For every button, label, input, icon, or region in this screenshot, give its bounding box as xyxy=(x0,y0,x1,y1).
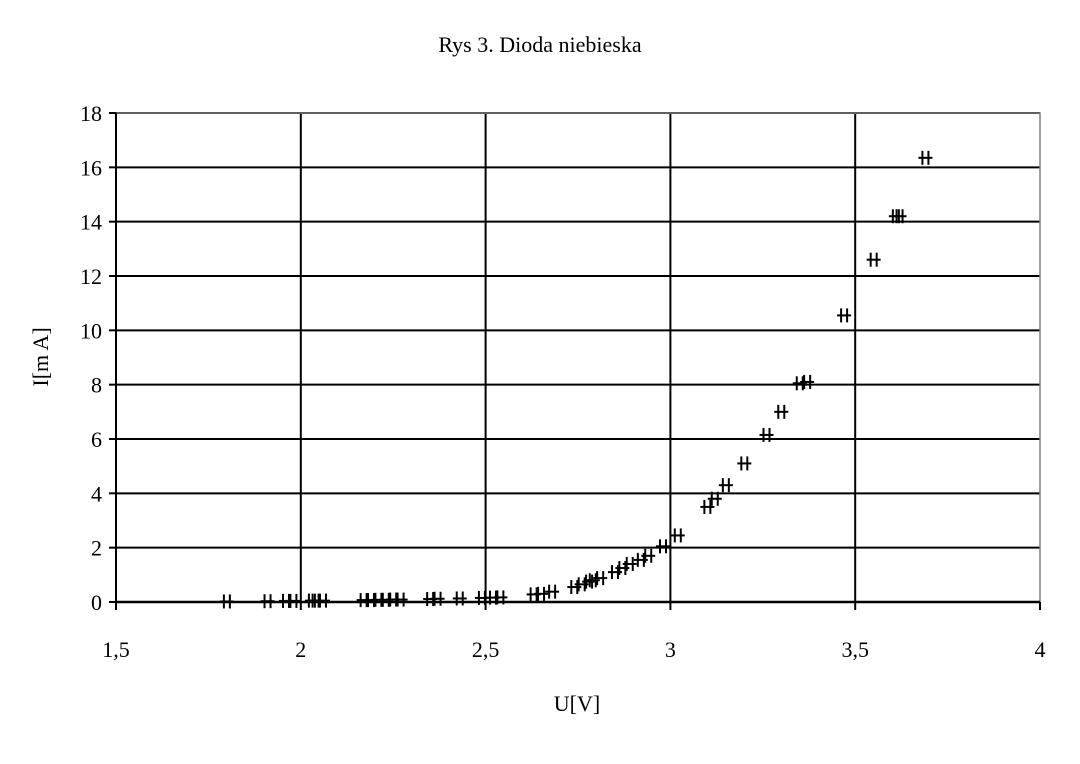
data-point xyxy=(866,252,881,267)
data-point xyxy=(918,150,933,165)
y-tick-label: 16 xyxy=(80,155,102,180)
data-point xyxy=(315,593,330,608)
y-tick-label: 0 xyxy=(91,590,102,615)
data-point xyxy=(718,478,733,493)
y-tick-label: 12 xyxy=(80,264,102,289)
axes xyxy=(109,112,1041,610)
data-point xyxy=(430,591,445,606)
data-point xyxy=(260,594,275,609)
data-point xyxy=(493,590,508,605)
data-point xyxy=(393,592,408,607)
y-tick-label: 6 xyxy=(91,427,102,452)
data-point xyxy=(286,593,301,608)
plot-border xyxy=(115,112,1041,603)
x-tick-label: 2,5 xyxy=(472,637,500,662)
data-point xyxy=(452,591,467,606)
chart-title: Rys 3. Dioda niebieska xyxy=(438,32,641,57)
tick-labels: 0 2 4 6 8 10 12 14 16 18 1,5 2 2,5 3 3,5 4 xyxy=(80,101,1046,662)
data-point xyxy=(670,528,685,543)
y-tick-label: 14 xyxy=(80,210,102,235)
y-tick-label: 2 xyxy=(91,536,102,561)
data-point xyxy=(837,308,852,323)
data-point xyxy=(759,427,774,442)
data-point xyxy=(774,404,789,419)
data-point xyxy=(545,584,560,599)
data-point xyxy=(800,374,815,389)
grid-lines xyxy=(116,112,1040,602)
y-tick-label: 10 xyxy=(80,318,102,343)
data-point xyxy=(534,586,549,601)
data-point xyxy=(622,556,637,571)
x-tick-label: 2 xyxy=(295,637,306,662)
data-point xyxy=(641,548,656,563)
x-tick-label: 3 xyxy=(665,637,676,662)
data-point xyxy=(737,456,752,471)
x-axis-label: U[V] xyxy=(554,691,600,716)
y-tick-label: 18 xyxy=(80,101,102,126)
x-tick-label: 4 xyxy=(1035,637,1046,662)
data-point xyxy=(593,571,608,586)
data-point xyxy=(892,209,907,224)
x-tick-label: 1,5 xyxy=(102,637,130,662)
y-axis-label: I[m A] xyxy=(28,327,53,386)
data-point xyxy=(707,491,722,506)
data-point xyxy=(219,594,234,609)
data-point xyxy=(656,539,671,554)
y-tick-label: 8 xyxy=(91,373,102,398)
y-tick-label: 4 xyxy=(91,481,102,506)
x-tick-label: 3,5 xyxy=(841,637,869,662)
data-points xyxy=(219,150,933,609)
data-point xyxy=(700,499,715,514)
